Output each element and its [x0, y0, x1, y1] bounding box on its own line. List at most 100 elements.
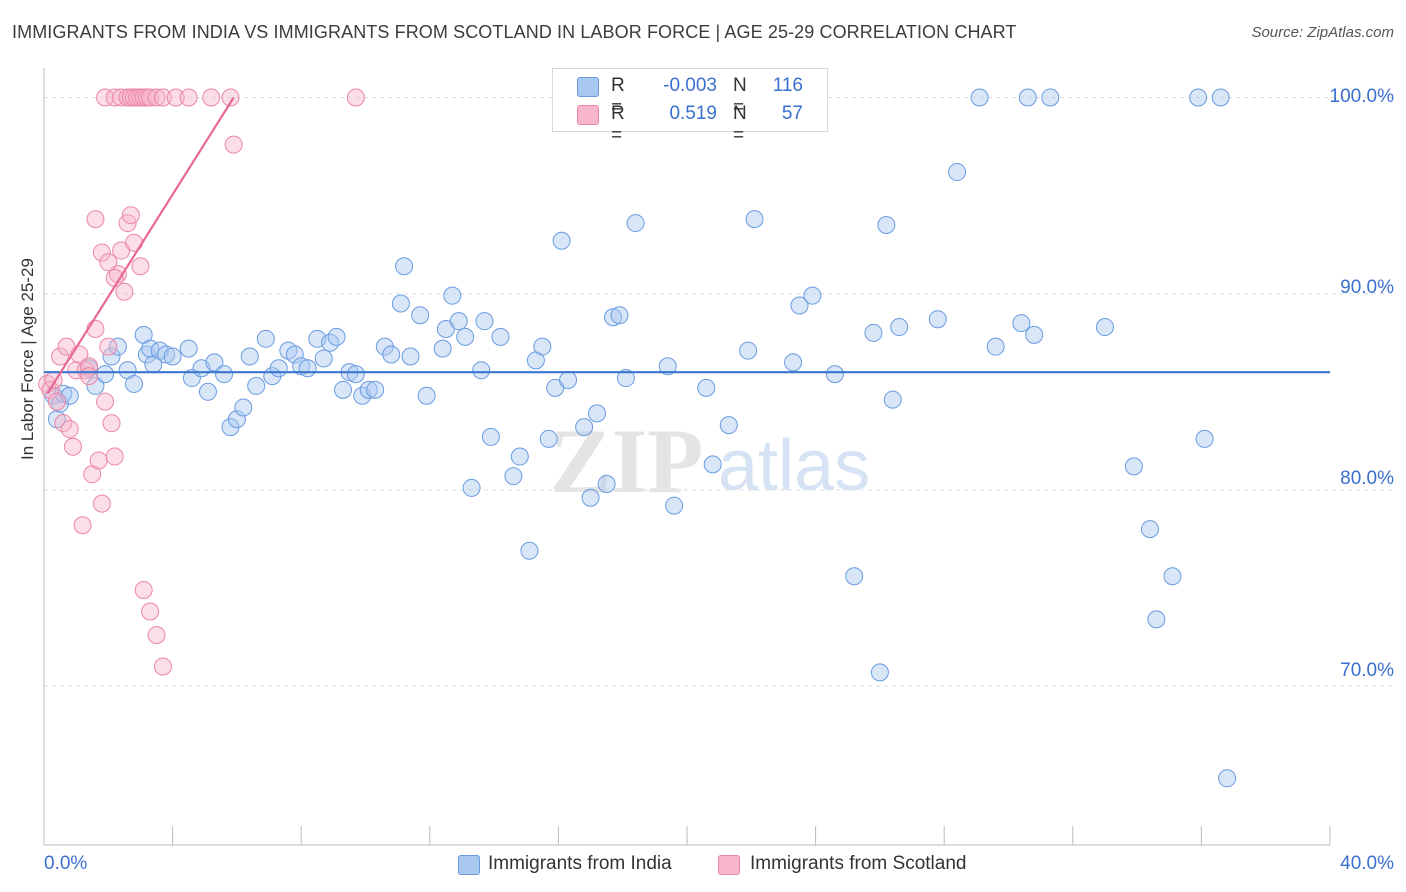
- scotland-points: [38, 88, 365, 676]
- scotland-point: [346, 88, 365, 107]
- india-point: [784, 353, 803, 372]
- india-point: [417, 386, 436, 405]
- scotland-point: [121, 206, 140, 225]
- x-max-label: 40.0%: [1340, 853, 1394, 874]
- watermark-atlas: atlas: [718, 426, 870, 506]
- scotland-point: [86, 320, 105, 339]
- scotland-point: [86, 210, 105, 229]
- scotland-point: [141, 88, 160, 107]
- watermark-zip: ZIP: [550, 410, 703, 512]
- india-point: [1195, 429, 1214, 448]
- scotland-point: [224, 135, 243, 154]
- scotland-point: [92, 243, 111, 262]
- india-point: [559, 371, 578, 390]
- india-point: [883, 390, 902, 409]
- india-n-value: 116: [772, 75, 803, 96]
- india-point: [102, 347, 121, 366]
- india-point: [510, 447, 529, 466]
- y-axis-label: In Labor Force | Age 25-29: [18, 258, 37, 460]
- gridlines: [44, 97, 1392, 687]
- scotland-point: [153, 88, 172, 107]
- india-point: [610, 306, 629, 325]
- legend-scotland-swatch: [718, 855, 740, 875]
- india-point: [108, 337, 127, 356]
- india-point: [604, 308, 623, 327]
- india-point: [1147, 610, 1166, 629]
- india-point: [986, 337, 1005, 356]
- scotland-point: [63, 437, 82, 456]
- india-point: [157, 345, 176, 364]
- india-point: [240, 347, 259, 366]
- india-point: [533, 337, 552, 356]
- india-point: [481, 427, 500, 446]
- india-swatch: [577, 77, 599, 97]
- x-min-label: 0.0%: [44, 853, 88, 874]
- india-point: [256, 329, 275, 348]
- india-point: [1124, 457, 1143, 476]
- scotland-point: [80, 367, 99, 386]
- india-r-value: -0.003: [663, 75, 717, 96]
- india-point: [845, 567, 864, 586]
- india-point: [433, 339, 452, 358]
- india-point: [333, 380, 352, 399]
- india-point: [285, 345, 304, 364]
- india-point: [739, 341, 758, 360]
- india-point: [346, 365, 365, 384]
- india-points: [44, 88, 1237, 788]
- india-point: [395, 257, 414, 276]
- india-r-label: R =: [611, 75, 625, 118]
- source-credit: Source: ZipAtlas.com: [1251, 24, 1394, 41]
- scotland-n-value: 57: [781, 103, 803, 124]
- scotland-point: [96, 392, 115, 411]
- scotland-point: [92, 494, 111, 513]
- trendlines: [44, 96, 1330, 395]
- scotland-point: [125, 233, 144, 252]
- chart-title: IMMIGRANTS FROM INDIA VS IMMIGRANTS FROM…: [12, 22, 1017, 42]
- scotland-point: [80, 357, 99, 376]
- india-point: [1140, 520, 1159, 539]
- india-point: [359, 380, 378, 399]
- india-point: [462, 478, 481, 497]
- india-point: [587, 404, 606, 423]
- india-point: [215, 365, 234, 384]
- india-point: [552, 231, 571, 250]
- india-point: [96, 365, 115, 384]
- scotland-point: [153, 657, 172, 676]
- india-point: [314, 349, 333, 368]
- india-point: [1218, 769, 1237, 788]
- india-point: [745, 210, 764, 229]
- india-point: [382, 345, 401, 364]
- india-n-label: N =: [733, 75, 747, 118]
- india-point: [51, 394, 70, 413]
- india-point: [597, 475, 616, 494]
- india-point: [327, 327, 346, 346]
- scotland-point: [179, 88, 198, 107]
- india-point: [86, 376, 105, 395]
- scotland-point: [102, 414, 121, 433]
- scotland-point: [51, 347, 70, 366]
- india-point: [1163, 567, 1182, 586]
- india-point: [520, 541, 539, 560]
- india-point: [890, 318, 909, 337]
- india-point: [1012, 314, 1031, 333]
- india-point: [575, 418, 594, 437]
- india-point: [1018, 88, 1037, 107]
- scotland-trendline: [46, 96, 235, 395]
- india-point: [298, 359, 317, 378]
- india-point: [703, 455, 722, 474]
- india-point: [616, 369, 635, 388]
- scotland-point: [202, 88, 221, 107]
- india-point: [1189, 88, 1208, 107]
- scotland-point: [60, 420, 79, 439]
- india-point: [864, 323, 883, 342]
- series-legend: Immigrants from India Immigrants from Sc…: [0, 852, 1406, 878]
- india-point: [227, 410, 246, 429]
- india-point: [658, 357, 677, 376]
- stats-legend: R = -0.003 N = 116 R = 0.519 N = 57: [552, 68, 828, 146]
- scotland-point: [221, 88, 240, 107]
- legend-india-swatch: [458, 855, 480, 875]
- scotland-point: [105, 88, 124, 107]
- india-point: [877, 216, 896, 235]
- scotland-point: [73, 516, 92, 535]
- india-point: [1041, 88, 1060, 107]
